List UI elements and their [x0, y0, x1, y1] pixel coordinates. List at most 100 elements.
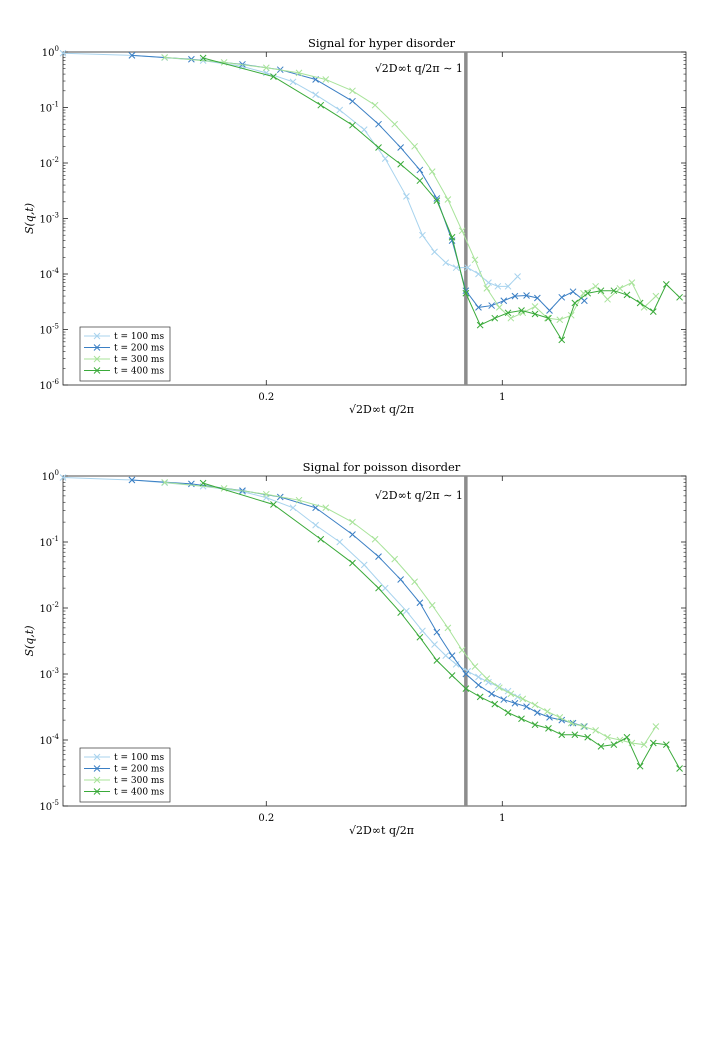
data-point	[494, 282, 502, 290]
data-point	[519, 695, 527, 703]
x-axis-label: √2D∞t q/2π	[349, 403, 414, 416]
data-point	[523, 292, 530, 299]
data-point	[411, 142, 418, 150]
data-point	[652, 723, 660, 730]
data-point	[289, 78, 297, 86]
data-point	[628, 739, 636, 747]
data-point	[558, 336, 566, 344]
data-point	[381, 584, 389, 592]
data-point	[322, 76, 330, 83]
data-point	[397, 144, 405, 151]
data-point	[597, 743, 605, 750]
data-point	[336, 538, 344, 546]
y-tick-label: 100	[42, 469, 59, 483]
data-point	[433, 657, 441, 664]
data-point	[475, 673, 482, 681]
data-point	[662, 281, 670, 288]
data-point	[375, 120, 382, 128]
y-tick-label: 10-5	[39, 323, 59, 337]
vline-annotation: √2D∞t q/2π ∼ 1	[375, 62, 463, 75]
data-point	[604, 733, 611, 741]
data-point	[462, 287, 470, 295]
data-point	[371, 535, 379, 543]
series-2	[128, 52, 588, 314]
data-point	[416, 177, 424, 185]
data-point	[581, 297, 588, 305]
data-point	[239, 488, 246, 495]
y-axis-label: S(q,t)	[23, 203, 36, 234]
legend-marker	[93, 753, 101, 761]
data-point	[556, 714, 564, 721]
data-point	[649, 739, 657, 747]
y-tick-label: 10-6	[39, 378, 59, 392]
data-point	[483, 285, 491, 292]
y-tick-label: 10-2	[39, 601, 59, 615]
chart-title: Signal for hyper disorder	[308, 36, 456, 50]
data-point	[584, 733, 592, 741]
data-point	[188, 480, 195, 488]
series-3	[161, 54, 660, 324]
x-tick-label: 0.2	[258, 392, 274, 403]
data-point	[262, 64, 270, 72]
data-point	[270, 501, 277, 508]
data-point	[623, 733, 631, 741]
data-point	[448, 672, 456, 679]
x-tick-label: 1	[499, 392, 505, 403]
data-point	[545, 314, 552, 322]
data-point	[295, 496, 303, 504]
y-tick-label: 10-5	[39, 799, 59, 813]
data-point	[558, 731, 566, 739]
data-point	[495, 304, 503, 311]
data-point	[488, 302, 496, 309]
data-point	[317, 535, 325, 543]
plot-frame	[62, 475, 687, 807]
data-point	[199, 479, 207, 487]
data-point	[567, 719, 575, 727]
data-point	[444, 196, 452, 203]
series-line	[62, 52, 518, 287]
data-point	[500, 696, 508, 703]
data-point	[419, 231, 426, 239]
data-point	[403, 193, 410, 200]
data-point	[289, 504, 297, 512]
data-point	[161, 479, 168, 486]
data-point	[462, 670, 470, 678]
data-point	[295, 69, 303, 77]
legend-marker	[93, 776, 101, 784]
data-point	[546, 714, 553, 721]
data-point	[511, 292, 519, 300]
data-point	[500, 297, 508, 305]
data-point	[397, 160, 405, 168]
series-line	[131, 54, 585, 312]
data-point	[584, 289, 592, 297]
data-point	[623, 291, 631, 299]
data-point	[128, 476, 136, 484]
y-tick-label: 10-1	[39, 101, 59, 115]
data-point	[523, 703, 530, 711]
data-point	[616, 285, 624, 292]
data-point	[433, 197, 441, 204]
data-point	[592, 727, 599, 734]
legend-label: t = 100 ms	[114, 332, 164, 342]
data-point	[428, 601, 436, 609]
data-point	[471, 256, 479, 264]
data-point	[349, 531, 356, 538]
data-point	[262, 494, 270, 501]
legend-marker	[93, 788, 101, 795]
data-point	[360, 126, 368, 133]
data-point	[452, 661, 460, 668]
x-tick-label: 0.2	[258, 813, 274, 824]
data-point	[571, 731, 579, 739]
data-point	[397, 576, 405, 583]
legend-marker	[93, 355, 101, 363]
data-point	[464, 264, 472, 272]
data-point	[531, 721, 539, 729]
data-point	[448, 652, 456, 659]
y-axis-label: S(q,t)	[23, 625, 36, 656]
data-point	[458, 227, 466, 235]
data-point	[676, 293, 683, 301]
data-point	[317, 101, 325, 109]
data-point	[375, 144, 382, 151]
data-point	[531, 303, 539, 310]
